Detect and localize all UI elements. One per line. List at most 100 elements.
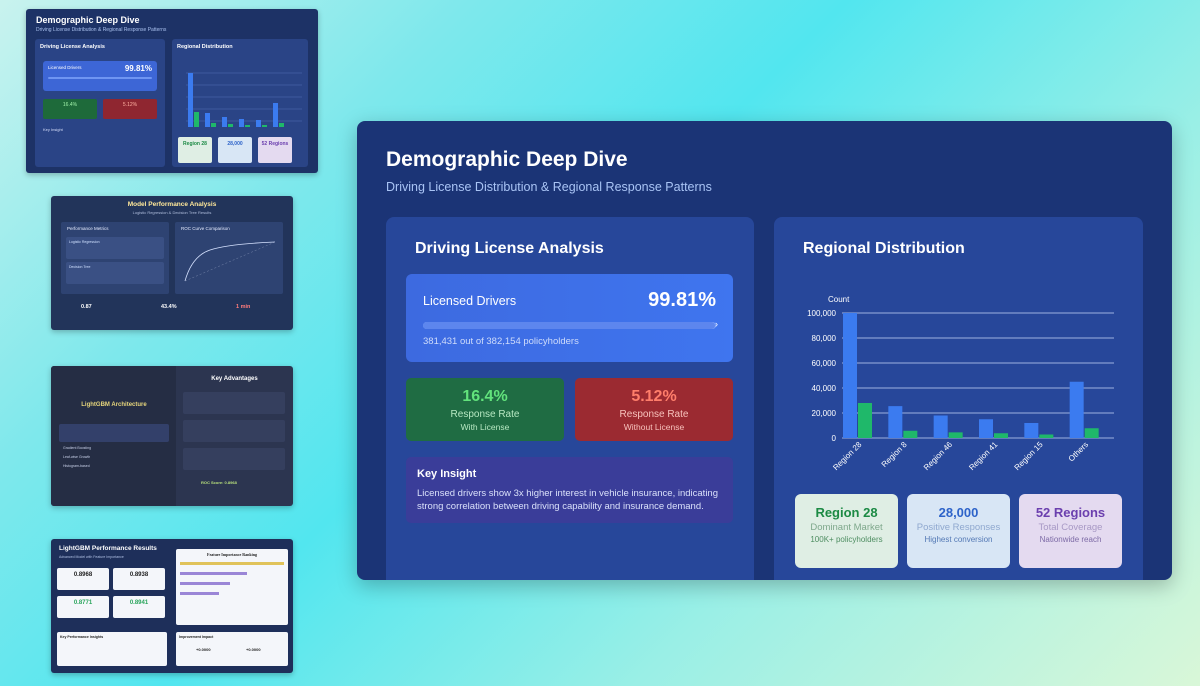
thumb-card-responses: 28,000 (218, 137, 252, 163)
thumb-metric-value: 0.8941 (129, 600, 149, 606)
slide-thumbnail-list: Demographic Deep Dive Driving License Di… (0, 0, 330, 686)
thumb-roc-panel: ROC Curve Comparison (175, 222, 283, 294)
thumb-importance-bar (180, 562, 284, 565)
thumb-roc-heading: ROC Curve Comparison (181, 226, 230, 231)
key-insight-heading: Key Insight (417, 468, 477, 480)
thumb-metrics-panel: Performance Metrics Logistic Regression … (61, 222, 169, 294)
thumb-feature: Gradient Boosting (63, 446, 92, 450)
card-label: Total Coverage (1038, 522, 1103, 533)
thumb-advantage-card (183, 448, 285, 470)
thumb-metric-value: 0.8771 (73, 600, 93, 606)
x-tick-label: Region 41 (967, 440, 1000, 473)
thumb-left-heading: Driving License Analysis (40, 44, 105, 50)
thumb-stat-1: 0.87 (81, 304, 92, 310)
thumb-advantage-card (183, 392, 285, 414)
licensed-drivers-value: 99.81% (648, 289, 716, 311)
total-coverage-card: 52 Regions Total Coverage Nationwide rea… (1019, 494, 1122, 568)
bar-region-46-s1 (948, 432, 963, 438)
stat-label: Response Rate (619, 409, 689, 420)
bar-region-15-s1 (1039, 434, 1054, 438)
slide-thumbnail-lightgbm-results[interactable]: LightGBM Performance Results Advanced Mo… (51, 539, 293, 673)
regional-distribution-panel: Regional Distribution Count 0 20,000 40,000… (774, 217, 1143, 580)
x-tick-label: Region 28 (831, 440, 864, 473)
y-tick-label: 40,000 (812, 384, 837, 393)
thumb-licensed-value: 99.81% (124, 64, 152, 73)
card-sublabel: 100K+ policyholders (810, 535, 883, 544)
thumb-heading: Key Advantages (211, 376, 258, 382)
bar-others-s0 (1069, 381, 1084, 438)
thumb-insights-box: Key Performance Insights (57, 632, 167, 666)
thumb-subtitle: Driving License Distribution & Regional … (36, 27, 167, 33)
thumb-roc-chart (184, 241, 276, 282)
thumb-metric-card: 0.8938 (113, 568, 165, 590)
thumb-advantage-card (183, 420, 285, 442)
thumb-metric-card: 0.8771 (57, 596, 109, 618)
thumb-improvement-box: Improvement Impact +0.0000 +0.0000 (176, 632, 288, 666)
thumb-red-stat: 5.12% (103, 99, 157, 119)
thumb-importance-bar (180, 572, 248, 575)
thumb-title: Demographic Deep Dive (36, 15, 140, 25)
slide-thumbnail-lightgbm-architecture[interactable]: LightGBM Architecture Gradient Boosting … (51, 366, 293, 506)
thumb-left-panel: LightGBM Architecture Gradient Boosting … (51, 366, 176, 506)
stat-value: 16.4% (462, 388, 508, 405)
slide-title: Demographic Deep Dive (386, 148, 628, 171)
thumb-author-box (59, 424, 169, 442)
thumb-right-heading: Regional Distribution (177, 44, 233, 50)
card-label: Positive Responses (916, 522, 1001, 533)
positive-responses-card: 28,000 Positive Responses Highest conver… (907, 494, 1010, 568)
thumb-licensed-label: Licensed Drivers (48, 65, 82, 70)
bar-region-8-s0 (888, 406, 903, 438)
card-label: Dominant Market (810, 522, 883, 533)
thumb-subtitle: Logistic Regression & Decision Tree Resu… (132, 210, 212, 215)
thumb-title: LightGBM Performance Results (59, 545, 157, 552)
slide-thumbnail-demographic[interactable]: Demographic Deep Dive Driving License Di… (26, 9, 318, 173)
panel-heading: Regional Distribution (803, 240, 965, 257)
thumb-progress-bar (48, 77, 152, 79)
thumb-row-lr: Logistic Regression (66, 237, 164, 259)
bar-others-s1 (1084, 428, 1099, 438)
thumb-subtitle: Advanced Model with Feature Importance (59, 555, 124, 559)
response-rate-licensed-card: 16.4% Response Rate With License (406, 378, 564, 441)
thumb-row-dt: Decision Tree (66, 262, 164, 284)
thumb-left-panel: Driving License Analysis Licensed Driver… (35, 39, 165, 167)
thumb-importance-bar (180, 592, 220, 595)
y-tick-label: 20,000 (812, 409, 837, 418)
slide-thumbnail-model-performance[interactable]: Model Performance Analysis Logistic Regr… (51, 196, 293, 330)
licensed-drivers-card: Licensed Drivers 99.81% › 381,431 out of… (406, 274, 733, 362)
stat-label: Response Rate (450, 409, 520, 420)
thumb-green-stat: 16.4% (43, 99, 97, 119)
slide-subtitle: Driving License Distribution & Regional … (386, 180, 712, 194)
stat-sublabel: With License (460, 422, 510, 432)
driving-license-panel: Driving License Analysis Licensed Driver… (386, 217, 754, 580)
licensed-progress-bar: › (423, 319, 718, 329)
y-tick-label: 100,000 (807, 309, 836, 318)
thumb-metric-value: 0.8938 (129, 572, 149, 578)
x-tick-label: Region 8 (880, 440, 909, 469)
bar-region-28-s1 (858, 403, 872, 438)
thumb-feature: Leaf-wise Growth (63, 455, 91, 459)
card-value: 52 Regions (1035, 505, 1106, 520)
bar-region-41-s0 (979, 419, 993, 438)
licensed-drivers-label: Licensed Drivers (423, 294, 517, 308)
regional-bar-chart: Count 0 20,000 40,000 60,000 80,000 100,000 Reg… (807, 295, 1114, 473)
stat-value: 5.12% (631, 388, 677, 405)
thumb-right-panel: Regional Distribution Region 28 28,000 5… (172, 39, 308, 167)
card-value: 28,000 (938, 505, 979, 520)
thumb-licensed-box: Licensed Drivers 99.81% (43, 61, 157, 91)
y-tick-label: 60,000 (812, 359, 837, 368)
thumb-insight: Key Insight (43, 127, 63, 132)
stat-sublabel: Without License (623, 422, 685, 432)
bar-region-41-s1 (994, 433, 1008, 438)
thumb-metric-value: 0.8968 (73, 572, 93, 578)
card-sublabel: Nationwide reach (1039, 535, 1102, 544)
thumb-insights-title: Key Performance Insights (60, 635, 104, 639)
y-tick-label: 80,000 (812, 334, 837, 343)
thumb-metrics-heading: Performance Metrics (67, 226, 109, 231)
thumb-impr-value: +0.0000 (246, 647, 261, 652)
key-insight-box: Key Insight Licensed drivers show 3x hig… (406, 457, 733, 523)
progress-end-icon: › (715, 319, 718, 329)
thumb-stat-3: 1 min (236, 304, 251, 310)
key-insight-text: Licensed drivers show 3x higher interest… (417, 488, 718, 512)
y-axis-label: Count (828, 295, 850, 304)
thumb-brand: LightGBM Architecture (81, 402, 147, 408)
